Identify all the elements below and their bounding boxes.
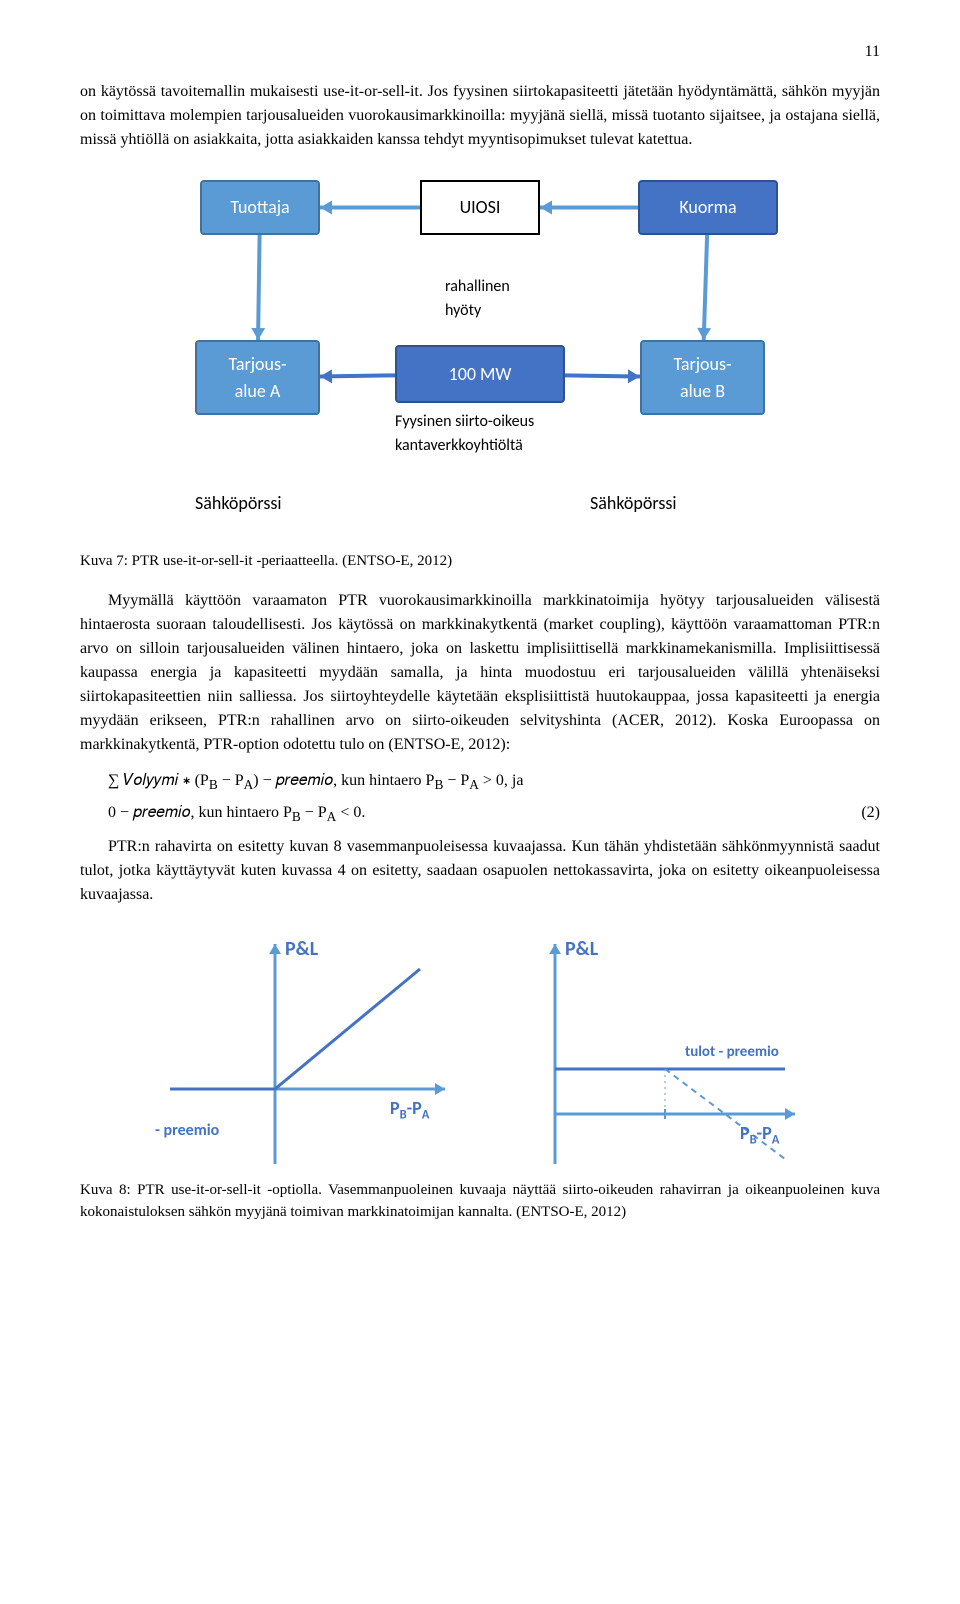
sub: A [327, 809, 337, 824]
y-axis-label: P&L [565, 934, 598, 964]
figure-7-caption: Kuva 7: PTR use-it-or-sell-it -periaatte… [80, 550, 880, 573]
chart-right: P&L PB-PA tulot - preemio [485, 929, 805, 1169]
flowchart-node-mw: 100 MW [395, 345, 565, 403]
sub: A [244, 777, 254, 792]
chart-left: P&L PB-PA - preemio [155, 929, 455, 1169]
formula-line-2: 0 − 𝑝𝑟𝑒𝑒𝑚𝑖𝑜, kun hintaero PB − PA < 0. (… [108, 801, 880, 827]
flowchart-label-fyysinen: Fyysinen siirto-oikeus kantaverkkoyhtiöl… [395, 410, 534, 458]
flowchart-node-tarjous_b: Tarjous- alue B [640, 340, 765, 415]
paragraph-1: on käytössä tavoitemallin mukaisesti use… [80, 80, 880, 152]
formula-part: ∑ 𝑉𝑜𝑙𝑦𝑦𝑚𝑖 ∗ (P [108, 772, 209, 789]
formula-part: > 0, ja [479, 772, 524, 789]
flowchart-node-uiosi: UIOSI [420, 180, 540, 235]
formula-part: − P [301, 804, 327, 821]
page-number: 11 [80, 40, 880, 64]
formula-part: 0 − 𝑝𝑟𝑒𝑒𝑚𝑖𝑜, kun hintaero P [108, 804, 292, 821]
paragraph-3: PTR:n rahavirta on esitetty kuvan 8 vase… [80, 835, 880, 907]
flowchart-label-porssi_r: Sähköpörssi [590, 490, 677, 517]
flowchart-label-porssi_l: Sähköpörssi [195, 490, 282, 517]
paragraph-2: Myymällä käyttöön varaamaton PTR vuoroka… [80, 589, 880, 757]
flowchart-label-rahallinen: rahallinen hyöty [445, 275, 510, 323]
figure-7-flowchart: Tuottaja UIOSI Kuorma Tarjous- alue A 100 MW… [170, 170, 790, 540]
formula-part: − P [218, 772, 244, 789]
sub: B [292, 809, 301, 824]
formula-part: ) − 𝑝𝑟𝑒𝑒𝑚𝑖𝑜, kun hintaero P [253, 772, 434, 789]
left-preemio-label: - preemio [155, 1119, 219, 1143]
figure-8-caption: Kuva 8: PTR use-it-or-sell-it -optiolla.… [80, 1179, 880, 1224]
flowchart-node-tuottaja: Tuottaja [200, 180, 320, 235]
flowchart-node-tarjous_a: Tarjous- alue A [195, 340, 320, 415]
x-axis-label: PB-PA [740, 1120, 779, 1150]
formula-part: < 0. [336, 804, 365, 821]
sub: B [434, 777, 443, 792]
formula-line-1: ∑ 𝑉𝑜𝑙𝑦𝑦𝑚𝑖 ∗ (PB − PA) − 𝑝𝑟𝑒𝑒𝑚𝑖𝑜, kun hin… [108, 769, 880, 795]
x-axis-label: PB-PA [390, 1095, 429, 1125]
sub: B [209, 777, 218, 792]
flowchart-node-kuorma: Kuorma [638, 180, 778, 235]
sub: A [469, 777, 479, 792]
figure-8-charts: P&L PB-PA - preemio P&L PB-PA tulot - preemi… [80, 929, 880, 1169]
right-tulot-label: tulot - preemio [685, 1041, 779, 1064]
formula-part: − P [443, 772, 469, 789]
equation-number: (2) [861, 801, 880, 825]
y-axis-label: P&L [285, 934, 318, 964]
